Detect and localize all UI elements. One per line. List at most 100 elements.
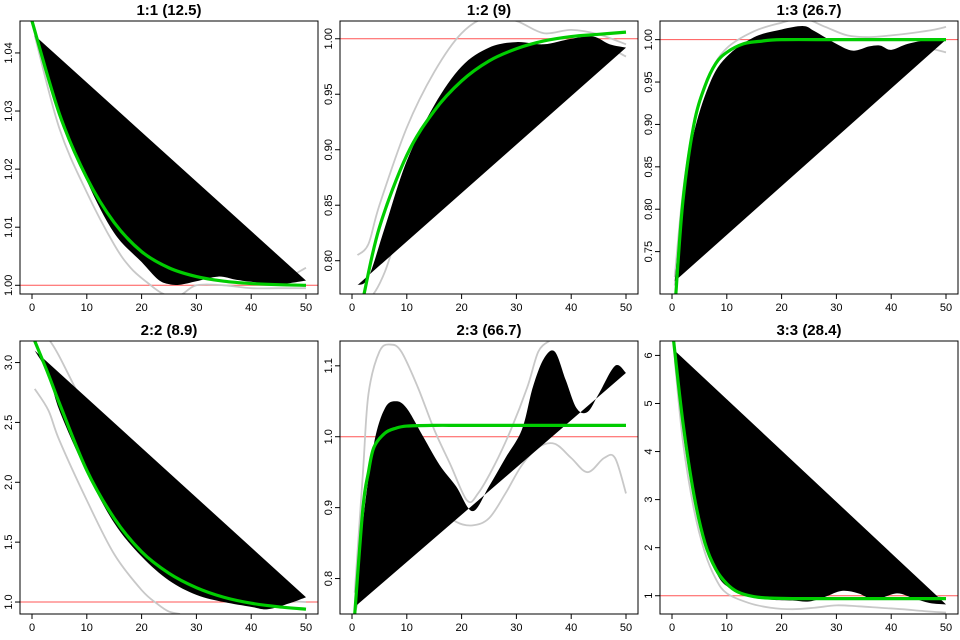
series-estimate <box>34 350 307 610</box>
panel-3: 1:3 (26.7) 0 10 20 30 40 50 0.75 0.80 0.85 0.90 0.9… <box>643 2 959 314</box>
series-estimate <box>674 26 946 282</box>
plot-area <box>340 341 638 614</box>
x-tick-label: 20 <box>135 302 147 314</box>
series-band-upper <box>356 21 627 256</box>
x-tick-label: 0 <box>29 622 35 634</box>
x-tick-label: 30 <box>510 302 522 314</box>
y-tick-label: 1.5 <box>3 535 15 550</box>
panel-title: 2:2 (8.9) <box>141 322 198 339</box>
x-tick-label: 30 <box>190 622 202 634</box>
y-tick-label: 5 <box>643 400 655 406</box>
y-tick-label: 2.0 <box>3 475 15 490</box>
series-band-upper <box>353 341 550 593</box>
x-tick-label: 10 <box>81 302 93 314</box>
x-tick-label: 40 <box>885 622 897 634</box>
series-band-lower <box>673 360 947 614</box>
x-tick-label: 50 <box>300 622 312 634</box>
y-tick-label: 2.5 <box>3 415 15 430</box>
x-tick-label: 40 <box>245 302 257 314</box>
y-tick-label: 0.85 <box>643 156 655 177</box>
y-tick-label: 0.9 <box>323 500 335 515</box>
x-tick-label: 50 <box>620 622 632 634</box>
x-tick-label: 30 <box>830 302 842 314</box>
series-fit <box>30 21 307 287</box>
series-fit <box>362 30 627 294</box>
y-tick-label: 1.00 <box>3 275 15 296</box>
y-tick-label: 2 <box>643 545 655 551</box>
y-tick-label: 0.80 <box>323 250 335 271</box>
series-estimate <box>354 350 626 607</box>
y-tick-label: 3 <box>643 497 655 503</box>
series-fit <box>353 423 626 614</box>
x-tick-label: 10 <box>721 302 733 314</box>
y-tick-label: 1.0 <box>323 429 335 444</box>
panel-5: 2:3 (66.7) 0 10 20 30 40 50 0.8 0.9 1.0 1.1 <box>323 322 639 634</box>
y-tick-label: 0.85 <box>323 195 335 216</box>
panel-4: 2:2 (8.9) 0 10 20 30 40 50 1.0 1.5 2.0 2.5 3.0 <box>3 322 319 634</box>
x-tick-label: 50 <box>620 302 632 314</box>
y-tick-label: 1.00 <box>643 29 655 50</box>
x-tick-label: 10 <box>401 622 413 634</box>
series-band-lower <box>33 388 181 614</box>
y-tick-label: 0.90 <box>323 139 335 160</box>
x-tick-label: 20 <box>135 622 147 634</box>
y-tick-label: 3.0 <box>3 355 15 370</box>
plot-area <box>660 21 958 294</box>
plot-area <box>20 341 318 614</box>
panel-2: 1:2 (9) 0 10 20 30 40 50 0.80 0.85 0.90 0.95 1.00 <box>323 2 639 314</box>
y-tick-label: 0.75 <box>643 241 655 262</box>
x-tick-label: 50 <box>940 622 952 634</box>
x-tick-label: 30 <box>510 622 522 634</box>
x-tick-label: 10 <box>81 622 93 634</box>
plot-area <box>660 341 958 614</box>
plot-frame <box>659 340 959 615</box>
y-tick-label: 0.8 <box>323 571 335 586</box>
series-estimate <box>674 350 946 605</box>
y-tick-label: 1.1 <box>323 358 335 373</box>
x-tick-label: 0 <box>349 622 355 634</box>
y-tick-label: 1.00 <box>323 28 335 49</box>
y-tick-label: 0.95 <box>323 84 335 105</box>
plot-frame <box>339 340 639 615</box>
series-estimate <box>34 35 307 285</box>
series-fit <box>672 341 946 601</box>
x-tick-label: 50 <box>940 302 952 314</box>
plot-area <box>20 21 318 294</box>
panel-title: 1:1 (12.5) <box>136 2 201 19</box>
plot-frame <box>339 20 639 295</box>
x-tick-label: 40 <box>885 302 897 314</box>
x-tick-label: 0 <box>349 302 355 314</box>
y-tick-label: 0.90 <box>643 114 655 135</box>
y-tick-label: 1 <box>643 593 655 599</box>
plot-frame <box>19 20 319 295</box>
panel-6: 3:3 (28.4) 0 10 20 30 40 50 1 2 3 4 5 6 <box>643 322 959 634</box>
x-tick-label: 40 <box>565 622 577 634</box>
x-tick-label: 10 <box>721 622 733 634</box>
panel-title: 2:3 (66.7) <box>456 322 521 339</box>
y-tick-label: 4 <box>643 448 655 454</box>
y-tick-label: 1.04 <box>3 42 15 63</box>
x-tick-label: 10 <box>401 302 413 314</box>
y-tick-label: 1.02 <box>3 158 15 179</box>
y-tick-label: 1.03 <box>3 100 15 121</box>
y-tick-label: 1.01 <box>3 216 15 237</box>
x-tick-label: 50 <box>300 302 312 314</box>
x-tick-label: 40 <box>565 302 577 314</box>
x-tick-label: 0 <box>669 622 675 634</box>
series-fit <box>674 37 946 294</box>
x-tick-label: 30 <box>190 302 202 314</box>
plot-frame <box>659 20 959 295</box>
panel-1: 1:1 (12.5) 0 10 20 30 40 50 1.00 1.01 1.02 1.03 1.0… <box>3 2 319 314</box>
x-tick-label: 0 <box>669 302 675 314</box>
y-tick-label: 0.80 <box>643 199 655 220</box>
panel-title: 3:3 (28.4) <box>776 322 841 339</box>
x-tick-label: 20 <box>775 622 787 634</box>
series-estimate <box>357 36 626 286</box>
x-tick-label: 20 <box>455 622 467 634</box>
series-fit <box>33 341 307 611</box>
y-tick-label: 1.0 <box>3 594 15 609</box>
x-tick-label: 30 <box>830 622 842 634</box>
y-tick-label: 6 <box>643 352 655 358</box>
y-tick-label: 0.95 <box>643 71 655 92</box>
